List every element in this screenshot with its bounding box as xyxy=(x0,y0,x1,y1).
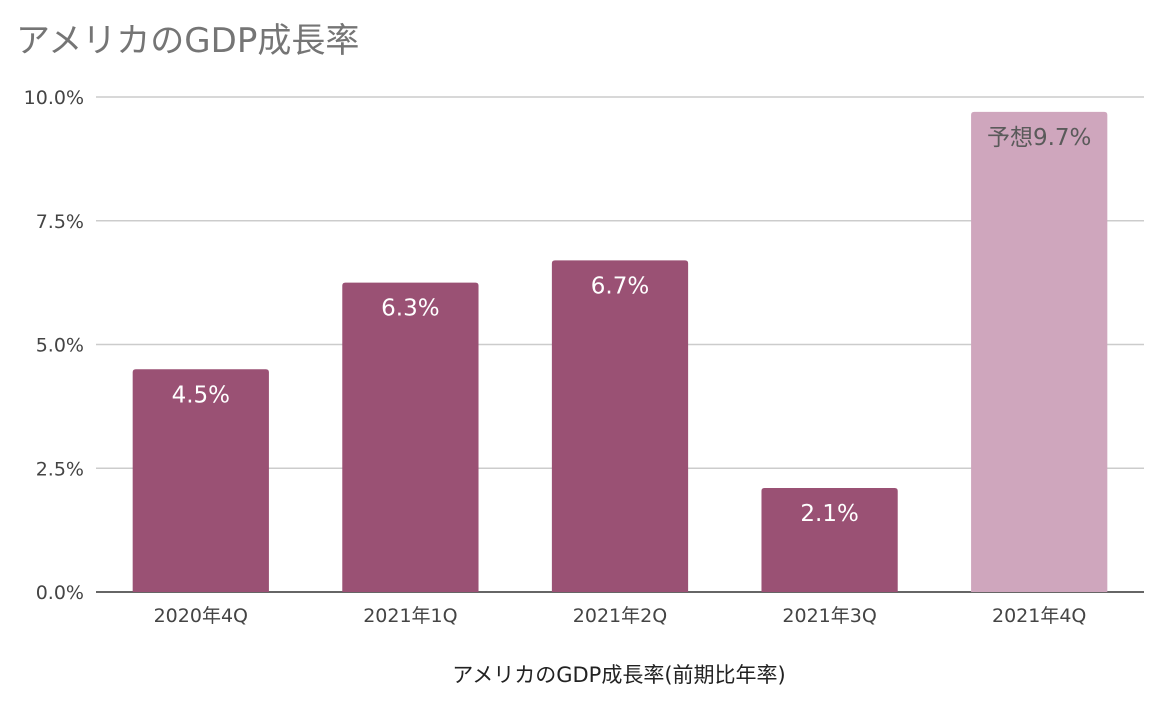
bars xyxy=(132,111,1108,592)
bar xyxy=(551,260,689,592)
x-tick-label: 2021年4Q xyxy=(992,605,1086,627)
x-tick-label: 2021年1Q xyxy=(363,605,457,627)
bar xyxy=(761,488,898,592)
chart-title: アメリカのGDP成長率 xyxy=(16,21,359,61)
y-tick-label: 0.0% xyxy=(36,582,84,604)
y-tick-label: 10.0% xyxy=(24,87,84,109)
data-label: 2.1% xyxy=(800,501,858,527)
bar xyxy=(132,369,269,592)
data-label: 4.5% xyxy=(172,382,230,408)
data-label: 予想9.7% xyxy=(987,125,1091,151)
x-axis-title: アメリカのGDP成長率(前期比年率) xyxy=(452,663,785,687)
y-tick-label: 5.0% xyxy=(36,335,84,357)
data-label: 6.3% xyxy=(381,296,439,322)
bar xyxy=(971,111,1108,592)
data-label: 6.7% xyxy=(591,273,649,299)
y-tick-label: 7.5% xyxy=(36,211,84,233)
y-axis-ticks: 0.0% 2.5% 5.0% 7.5% 10.0% xyxy=(24,87,84,604)
x-tick-label: 2021年2Q xyxy=(573,605,667,627)
x-axis-ticks: 2020年4Q 2021年1Q 2021年2Q 2021年3Q 2021年4Q xyxy=(154,605,1087,627)
x-tick-label: 2020年4Q xyxy=(154,605,248,627)
y-tick-label: 2.5% xyxy=(36,458,84,480)
x-tick-label: 2021年3Q xyxy=(782,605,876,627)
bar xyxy=(342,282,479,592)
data-labels: 4.5% 6.3% 6.7% 2.1% 予想9.7% xyxy=(172,125,1092,527)
